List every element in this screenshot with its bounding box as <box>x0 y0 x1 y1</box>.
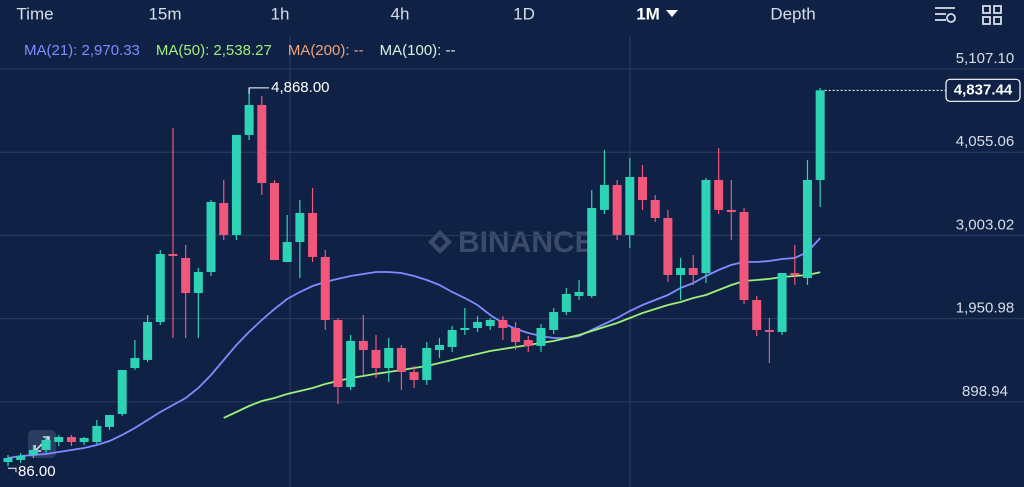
interval-button[interactable]: 1M <box>636 4 660 23</box>
indicator-settings-icon[interactable] <box>935 7 956 23</box>
candle-body <box>701 179 711 274</box>
candle-body <box>193 271 203 294</box>
candle-body <box>346 340 356 388</box>
candle-body <box>726 209 736 213</box>
high-pointer <box>248 87 270 94</box>
candle-body <box>638 176 647 200</box>
candle-body <box>777 273 787 332</box>
candle-body <box>105 415 115 427</box>
candle-body <box>536 327 546 346</box>
candle-body <box>143 321 153 360</box>
candle-body <box>41 440 51 450</box>
candle-body <box>473 321 483 328</box>
indicator-label: MA(200): -- <box>288 42 364 59</box>
indicator-label: MA(50): 2,538.27 <box>156 42 272 59</box>
candle-body <box>231 134 241 235</box>
indicator-label: MA(100): -- <box>380 42 456 59</box>
y-tick-label: 3,003.02 <box>956 216 1014 233</box>
candle-body <box>676 268 686 275</box>
candle-body <box>422 348 432 380</box>
indicator-legend: MA(21): 2,970.33 MA(50): 2,538.27 MA(200):… <box>24 42 456 59</box>
candle-body <box>269 182 279 260</box>
candle-body <box>257 104 267 183</box>
interval-button[interactable]: 1h <box>271 4 290 23</box>
last-price-tag <box>945 78 1021 102</box>
interval-button[interactable]: 15m <box>148 4 181 23</box>
candle-body <box>320 256 330 321</box>
interval-button[interactable]: Time <box>16 4 53 23</box>
candle-body <box>663 218 673 275</box>
last-price-label: 4,837.44 <box>954 81 1013 98</box>
watermark: BINANCE <box>428 226 595 259</box>
candle-body <box>688 268 698 275</box>
candle-body <box>587 207 597 296</box>
candle-body <box>409 371 419 380</box>
candle-body <box>66 437 76 442</box>
y-tick-label: 898.94 <box>962 383 1008 400</box>
candle-body <box>295 212 305 242</box>
watermark-text: BINANCE <box>458 226 595 259</box>
candle-body <box>358 340 368 350</box>
candle-body <box>28 449 38 455</box>
candle-body <box>714 179 724 210</box>
candle-body <box>460 327 470 330</box>
low-pointer <box>8 467 17 473</box>
candle-body <box>54 437 64 442</box>
candle-body <box>523 340 533 346</box>
interval-button[interactable]: 4h <box>391 4 410 23</box>
dropdown-arrow[interactable] <box>666 10 678 17</box>
candle-body <box>3 457 13 463</box>
candle-body <box>92 426 102 442</box>
high-label: 4,868.00 <box>271 79 329 96</box>
candle-body <box>752 299 762 330</box>
candle-body <box>79 437 89 442</box>
plot-area: 898.94 1,950.98 3,003.02 4,055.06 5,107.10 4,… <box>0 50 1024 480</box>
candle-body <box>561 293 571 313</box>
candle-body <box>371 349 381 369</box>
candle-body <box>447 329 457 347</box>
candle-body <box>16 455 26 460</box>
candle-body <box>282 241 292 263</box>
candle-body <box>612 184 622 235</box>
layout-icon[interactable] <box>982 5 1002 25</box>
candle-body <box>498 320 508 328</box>
candle-body <box>219 202 229 235</box>
candle-body <box>155 254 165 322</box>
candle-body <box>384 348 394 369</box>
candle-body <box>168 254 178 257</box>
candle-body <box>333 320 343 388</box>
y-tick-label: 5,107.10 <box>956 50 1014 67</box>
candle-body <box>181 257 191 294</box>
moving-average-line <box>7 237 821 459</box>
candle-body <box>650 199 660 219</box>
candle-body <box>574 291 584 296</box>
y-tick-label: 1,950.98 <box>956 300 1014 317</box>
candle-body <box>206 201 216 272</box>
candle-body <box>511 327 521 342</box>
depth-button[interactable]: Depth <box>770 4 815 23</box>
candle-body <box>434 344 444 350</box>
toolbar: Time 15m 1h 4h 1D 1M Depth <box>16 4 1002 25</box>
candle-body <box>117 369 127 414</box>
candle-body <box>244 104 254 135</box>
moving-average-line <box>223 271 821 419</box>
candle-body <box>802 179 812 278</box>
candle-body <box>130 357 140 369</box>
candle-body <box>308 212 318 257</box>
interval-button[interactable]: 1D <box>513 4 535 23</box>
candle-body <box>790 273 800 275</box>
candle-body <box>625 176 635 235</box>
indicator-label: MA(21): 2,970.33 <box>24 42 140 59</box>
candle-body <box>815 90 825 180</box>
candle-body <box>549 312 559 330</box>
candle-body <box>599 184 609 210</box>
candle-body <box>739 212 749 300</box>
candle-body <box>485 320 495 327</box>
candle-body <box>764 329 774 332</box>
y-tick-label: 4,055.06 <box>956 133 1014 150</box>
candle-body <box>396 348 406 372</box>
low-label: 86.00 <box>18 463 56 480</box>
